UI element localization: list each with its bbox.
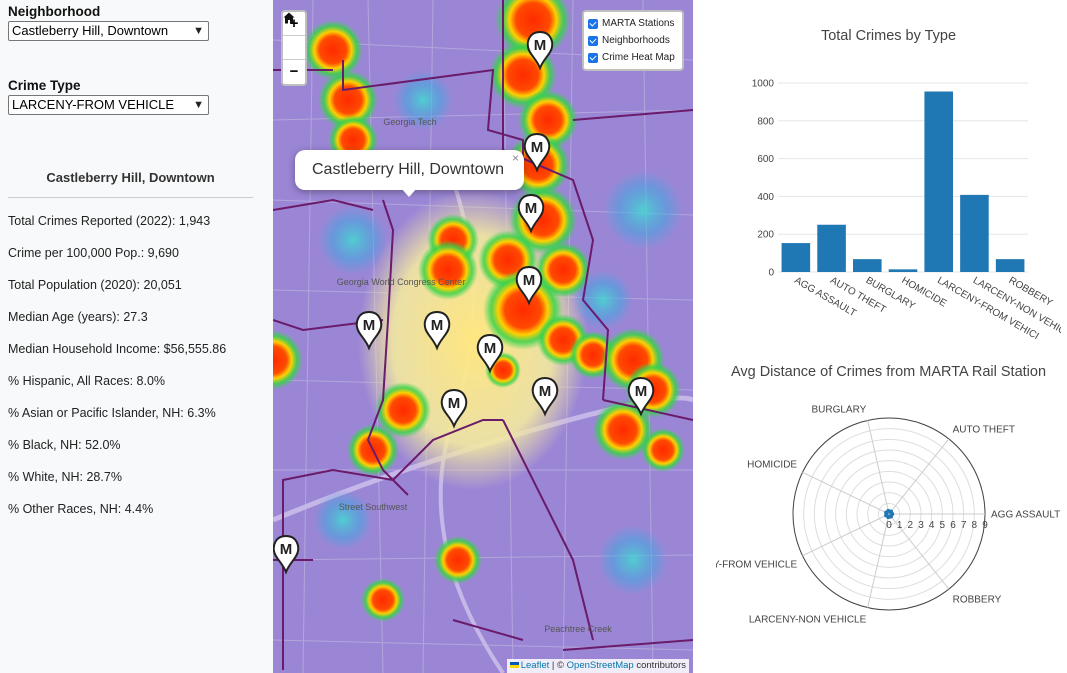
chevron-down-icon: ▼: [193, 99, 204, 111]
radar-point: [884, 510, 889, 515]
radar-category-label: LARCENY-NON VEHICLE: [749, 614, 867, 625]
x-tick-label: AGG ASSAULT: [792, 275, 858, 319]
radar-category-label: Y-FROM VEHICLE: [716, 559, 797, 570]
popup-text: Castleberry Hill, Downtown: [312, 161, 505, 178]
layer-toggle-neighborhoods[interactable]: Neighborhoods: [588, 32, 678, 49]
radar-chart[interactable]: AGG ASSAULT AUTO THEFT BURGLARY HOMICIDE Y-F…: [716, 390, 1061, 635]
zoom-control: + −: [281, 10, 307, 86]
stat-hispanic: % Hispanic, All Races: 8.0%: [8, 374, 166, 388]
y-tick-label: 200: [757, 230, 774, 241]
map-label-gwcc: Georgia World Congress Center: [337, 277, 465, 287]
y-tick-label: 600: [757, 154, 774, 165]
checkbox-checked-icon[interactable]: [588, 18, 598, 29]
radar-category-label: ROBBERY: [953, 595, 1002, 606]
stat-black: % Black, NH: 52.0%: [8, 438, 121, 452]
y-tick-label: 800: [757, 116, 774, 127]
bar: [924, 91, 953, 272]
radial-tick-label: 8: [972, 520, 978, 531]
spoke: [888, 438, 950, 515]
spoke: [802, 471, 890, 515]
map-canvas[interactable]: M: [273, 0, 693, 673]
y-tick-label: 1000: [752, 79, 775, 90]
crime-type-select[interactable]: LARCENY-FROM VEHICLE ▼: [8, 95, 209, 115]
radar-category-label: HOMICIDE: [747, 460, 797, 471]
neighborhood-label: Neighborhood: [8, 4, 101, 19]
stat-crime-rate: Crime per 100,000 Pop.: 9,690: [8, 246, 179, 260]
openstreetmap-link[interactable]: OpenStreetMap: [566, 660, 634, 671]
chevron-down-icon: ▼: [193, 25, 204, 37]
radial-tick-label: 1: [897, 520, 903, 531]
checkbox-checked-icon[interactable]: [588, 35, 598, 46]
map-place-labels: Georgia Tech Georgia World Congress Cent…: [337, 117, 612, 634]
radar-point: [888, 514, 893, 519]
popup-close-icon[interactable]: ×: [511, 151, 519, 165]
layer-toggle-crime-heat-map[interactable]: Crime Heat Map: [588, 49, 678, 66]
stat-population: Total Population (2020): 20,051: [8, 278, 182, 292]
spoke: [867, 420, 890, 515]
spoke: [888, 513, 950, 590]
bar: [995, 259, 1025, 272]
popup-tip: [401, 188, 417, 197]
crime-map[interactable]: M: [273, 0, 693, 673]
map-attribution: Leaflet | © OpenStreetMap contributors: [506, 659, 689, 673]
neighborhood-select-value: Castleberry Hill, Downtown: [12, 23, 169, 38]
map-label-street: Street Southwest: [339, 502, 408, 512]
bar: [853, 259, 882, 272]
bar: [960, 194, 989, 272]
layer-label: Neighborhoods: [602, 35, 670, 46]
stat-median-income: Median Household Income: $56,555.86: [8, 342, 227, 356]
heat-cool-spots: [313, 70, 683, 595]
bar-chart-title: Total Crimes by Type: [820, 28, 957, 44]
ukraine-flag-icon: [509, 662, 519, 669]
radar-chart-title: Avg Distance of Crimes from MARTA Rail S…: [730, 364, 1047, 380]
bar: [817, 224, 846, 272]
map-label-georgia-tech: Georgia Tech: [383, 117, 436, 127]
crime-type-select-value: LARCENY-FROM VEHICLE: [12, 97, 175, 112]
bar: [781, 243, 811, 272]
zoom-out-button[interactable]: −: [289, 63, 299, 80]
home-icon: [283, 12, 295, 24]
stat-median-age: Median Age (years): 27.3: [8, 310, 148, 324]
radial-tick-label: 0: [886, 520, 892, 531]
checkbox-checked-icon[interactable]: [588, 52, 598, 63]
layer-label: MARTA Stations: [602, 18, 675, 29]
stat-other-races: % Other Races, NH: 4.4%: [8, 502, 154, 516]
radial-tick-label: 7: [961, 520, 967, 531]
filter-panel: Neighborhood Castleberry Hill, Downtown …: [0, 0, 273, 673]
divider: [8, 197, 253, 198]
stat-asian: % Asian or Pacific Islander, NH: 6.3%: [8, 406, 216, 420]
layer-control: MARTA Stations Neighborhoods Crime Heat …: [582, 10, 684, 71]
radial-tick-label: 3: [918, 520, 924, 531]
radar-category-label: AGG ASSAULT: [991, 510, 1060, 521]
map-label-peachtree-creek: Peachtree Creek: [544, 624, 612, 634]
radar-category-label: AUTO THEFT: [953, 424, 1015, 435]
neighborhood-select[interactable]: Castleberry Hill, Downtown ▼: [8, 21, 209, 41]
attribution-separator: | ©: [549, 660, 567, 671]
crime-type-label: Crime Type: [8, 78, 81, 93]
stat-white: % White, NH: 28.7%: [8, 470, 122, 484]
bar: [888, 269, 918, 272]
stat-total-crimes: Total Crimes Reported (2022): 1,943: [8, 214, 211, 228]
layer-toggle-marta-stations[interactable]: MARTA Stations: [588, 15, 678, 32]
attribution-suffix: contributors: [633, 660, 686, 671]
radial-tick-label: 6: [950, 520, 956, 531]
spoke: [867, 513, 890, 608]
y-tick-label: 0: [768, 268, 774, 279]
radial-tick-label: 4: [929, 520, 935, 531]
y-tick-label: 400: [757, 192, 774, 203]
radial-tick-label: 5: [940, 520, 946, 531]
layer-label: Crime Heat Map: [602, 52, 675, 63]
neighborhood-boundaries: [273, 0, 693, 670]
spoke: [802, 513, 890, 557]
stats-title: Castleberry Hill, Downtown: [46, 170, 215, 185]
radial-tick-label: 2: [908, 520, 914, 531]
leaflet-link[interactable]: Leaflet: [520, 660, 550, 671]
radar-category-label: BURGLARY: [811, 405, 866, 416]
map-popup: Castleberry Hill, Downtown ×: [295, 150, 524, 197]
zoom-in-button[interactable]: +: [283, 12, 305, 36]
zoom-home-button[interactable]: [283, 12, 305, 60]
radial-tick-label: 9: [982, 520, 988, 531]
